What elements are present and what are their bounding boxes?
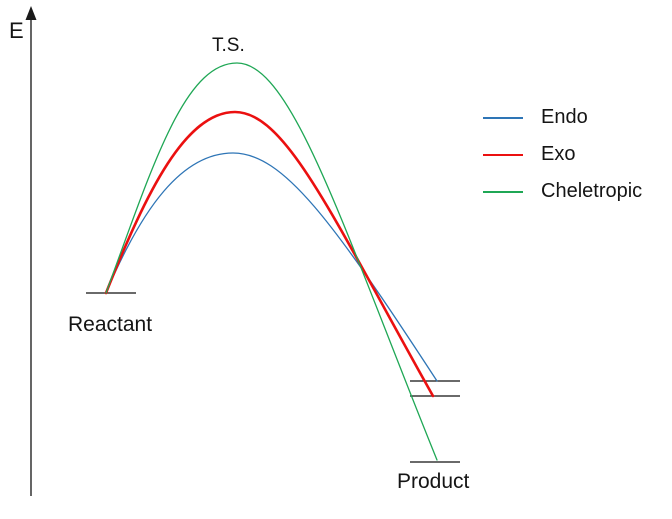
- legend-item-exo: Exo: [483, 136, 642, 173]
- reaction-curves: [104, 62, 438, 461]
- legend-item-endo: Endo: [483, 99, 642, 136]
- endo-line-swatch-icon: [483, 116, 523, 119]
- product-label: Product: [397, 470, 470, 493]
- curve-exo: [104, 110, 435, 398]
- reactant-label: Reactant: [68, 313, 153, 336]
- exo-line-swatch-icon: [483, 153, 523, 156]
- cheletropic-line-swatch-icon: [483, 190, 523, 193]
- curve-endo: [105, 152, 438, 382]
- transition-state-label: T.S.: [212, 35, 245, 56]
- y-axis-label: E: [9, 18, 24, 43]
- legend-label-exo: Exo: [541, 143, 576, 165]
- legend: Endo Exo Cheletropic: [483, 99, 642, 210]
- energy-levels: [86, 292, 460, 463]
- curve-cheletropic: [105, 62, 438, 461]
- energy-axis: [25, 6, 37, 496]
- legend-label-endo: Endo: [541, 106, 588, 128]
- axis-arrowhead-icon: [25, 6, 37, 20]
- legend-item-cheletropic: Cheletropic: [483, 173, 642, 210]
- legend-label-cheletropic: Cheletropic: [541, 180, 643, 202]
